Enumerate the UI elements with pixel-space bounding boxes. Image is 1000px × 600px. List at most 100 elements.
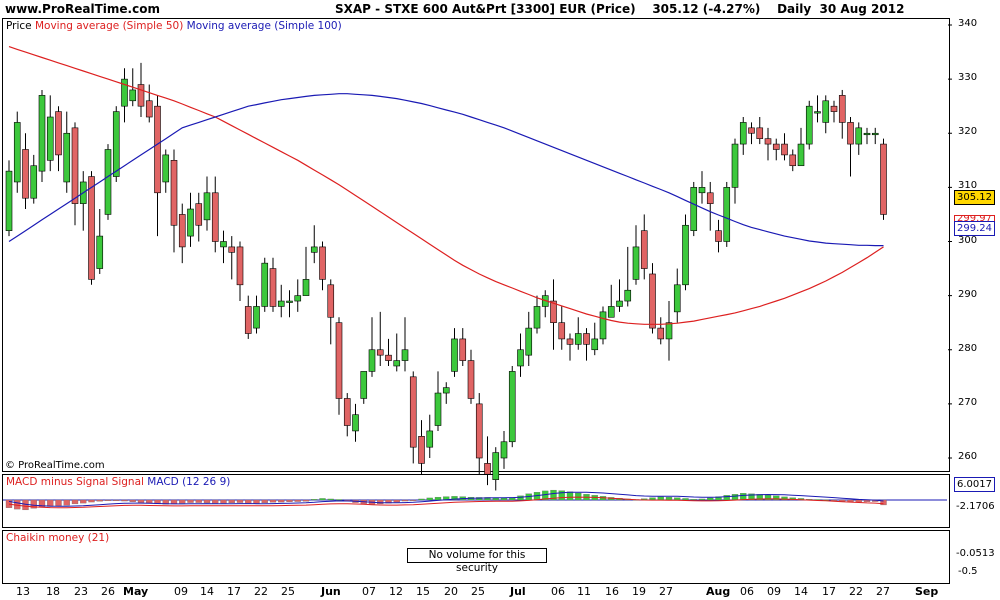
candle-up [104, 149, 112, 215]
candle-up [492, 452, 500, 480]
ma100-tag: 299.24 [954, 221, 995, 236]
macd-signal-line [8, 496, 884, 509]
y-tick-label: 340 [958, 18, 978, 29]
x-axis-label: 14 [794, 585, 808, 598]
x-axis-label: Sep [915, 585, 939, 598]
candle-down [269, 268, 277, 307]
site-name[interactable]: www.ProRealTime.com [5, 2, 160, 16]
macd-bar [96, 499, 103, 502]
y-tick-label: 330 [958, 72, 978, 84]
x-axis-label: 12 [389, 585, 403, 598]
candle-up [739, 122, 747, 145]
macd-line [8, 491, 884, 507]
macd-bar [335, 499, 343, 501]
price-panel[interactable] [2, 18, 950, 472]
candle-up [121, 78, 128, 107]
candle-down [55, 111, 62, 156]
candle-up [855, 127, 863, 145]
candle-down [558, 322, 566, 340]
macd-bar [220, 499, 227, 504]
candle-down [335, 322, 343, 399]
ma50-line [8, 46, 884, 325]
candle-up [162, 154, 170, 183]
candle-up [442, 387, 450, 394]
macd-bar [253, 499, 260, 504]
macd-bar [294, 499, 301, 502]
y-tick-label: 310 [958, 180, 978, 192]
macd-bar [418, 498, 425, 501]
candle-down [484, 463, 491, 475]
candle-down [170, 160, 178, 226]
x-axis-label: 25 [281, 585, 295, 598]
candle-up [863, 132, 871, 136]
candle-up [5, 170, 13, 231]
legend-ma100: Moving average (Simple 100) [186, 20, 342, 32]
candle-up [13, 122, 21, 183]
candle-down [550, 300, 557, 323]
macd-bar [731, 494, 739, 501]
candle-up [393, 360, 401, 367]
macd-bar [781, 496, 788, 501]
candle-up [302, 279, 310, 296]
candle-down [88, 176, 95, 280]
legend-ma50: Moving average (Simple 50) [34, 20, 184, 32]
candle-up [310, 246, 318, 253]
x-axis-label: 26 [101, 585, 115, 598]
candle-down [706, 192, 714, 204]
candle-down [748, 127, 755, 134]
candle-up [112, 111, 120, 177]
candle-down [236, 246, 244, 286]
candle-down [880, 143, 887, 215]
candle-down [467, 360, 475, 399]
macd-bar [311, 499, 318, 501]
x-axis-label: 25 [471, 585, 485, 598]
candle-down [764, 138, 772, 145]
macd-bar [698, 498, 706, 501]
last-price-tag: 305.12 [954, 190, 995, 205]
macd-bar [426, 497, 433, 501]
candle-down [657, 327, 665, 340]
macd-bar [434, 496, 442, 501]
price-legend: Price Moving average (Simple 50) Moving … [6, 20, 342, 32]
candle-up [451, 338, 458, 372]
candle-down [154, 105, 161, 194]
chaikin-legend: Chaikin money (21) [6, 532, 109, 544]
x-axis-label: 16 [605, 585, 619, 598]
macd-bar [319, 498, 326, 501]
candle-down [781, 143, 788, 156]
macd-bar [410, 499, 417, 501]
macd-bar [71, 499, 79, 505]
candle-down [376, 349, 384, 356]
candle-down [649, 273, 656, 329]
macd-bar [228, 499, 235, 504]
x-axis-label: 17 [227, 585, 241, 598]
candle-up [500, 441, 508, 459]
no-volume-notice: No volume for this security [407, 548, 547, 574]
x-axis-label: 22 [254, 585, 268, 598]
candle-up [533, 306, 541, 329]
candle-up [187, 208, 194, 237]
candle-up [368, 349, 376, 372]
macd-bar [137, 499, 145, 503]
candle-up [698, 187, 706, 194]
candle-down [475, 403, 483, 459]
candle-up [46, 116, 54, 161]
candle-up [434, 392, 442, 426]
candle-up [682, 224, 689, 286]
macd-bar [121, 499, 128, 502]
macd-bar [723, 495, 730, 501]
macd-bar [88, 499, 95, 503]
candle-down [715, 230, 722, 242]
candle-up [805, 105, 813, 145]
x-axis-label: 22 [849, 585, 863, 598]
macd-bar [657, 496, 664, 501]
x-axis-label: 09 [767, 585, 781, 598]
x-axis-label: 17 [822, 585, 836, 598]
candle-up [352, 414, 359, 432]
macd-bar [170, 499, 178, 504]
candle-down [211, 192, 219, 242]
candle-down [847, 122, 854, 145]
candle-up [360, 371, 368, 399]
candle-down [327, 284, 335, 318]
